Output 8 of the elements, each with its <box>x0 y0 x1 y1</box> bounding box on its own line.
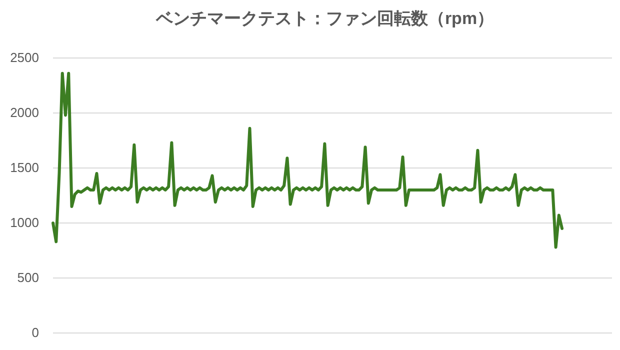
y-tick-label: 1000 <box>10 215 39 230</box>
y-tick-label: 2500 <box>10 50 39 65</box>
y-tick-label: 2000 <box>10 105 39 120</box>
chart-title: ベンチマークテスト：ファン回転数（rpm） <box>154 9 494 28</box>
y-tick-label: 0 <box>32 325 39 340</box>
line-series <box>52 72 564 249</box>
y-tick-label: 1500 <box>10 160 39 175</box>
y-tick-label: 500 <box>17 270 39 285</box>
